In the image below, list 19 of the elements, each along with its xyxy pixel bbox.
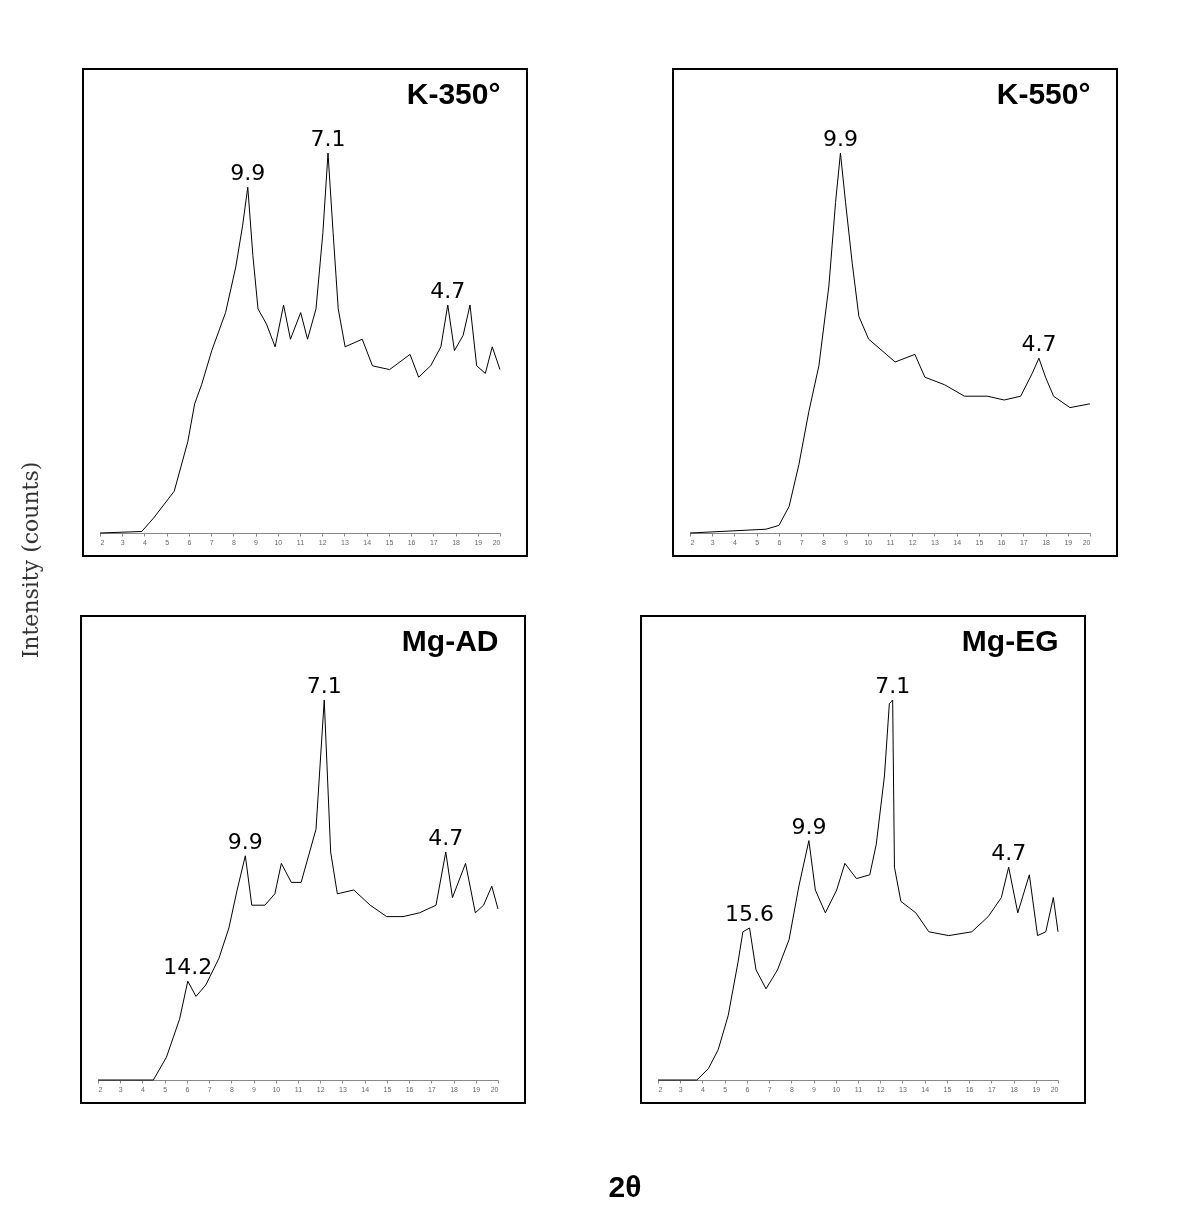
annotation: 7.1: [306, 673, 342, 698]
annotation: 15.6: [725, 901, 775, 926]
chart-title: Mg-AD: [401, 624, 499, 657]
annotation: 14.2: [163, 954, 213, 980]
annotation: 4.7: [1021, 331, 1057, 357]
annotation: 9.9: [822, 126, 858, 151]
annotation: 4.7: [991, 840, 1027, 866]
chart-title: Mg-EG: [961, 624, 1059, 657]
annotation: 9.9: [227, 828, 263, 854]
y-axis-title: Intensity (counts): [17, 461, 43, 659]
annotation: 7.1: [310, 126, 346, 151]
annotation: 4.7: [430, 278, 466, 303]
chart-title: K-550°: [996, 77, 1091, 110]
annotation: 9.9: [791, 813, 827, 839]
annotation: 4.7: [428, 825, 464, 850]
x-axis-title: 2θ: [608, 1170, 642, 1204]
annotation: 7.1: [875, 673, 911, 698]
chart-title: K-350°: [406, 77, 501, 110]
annotation: 9.9: [230, 160, 266, 186]
